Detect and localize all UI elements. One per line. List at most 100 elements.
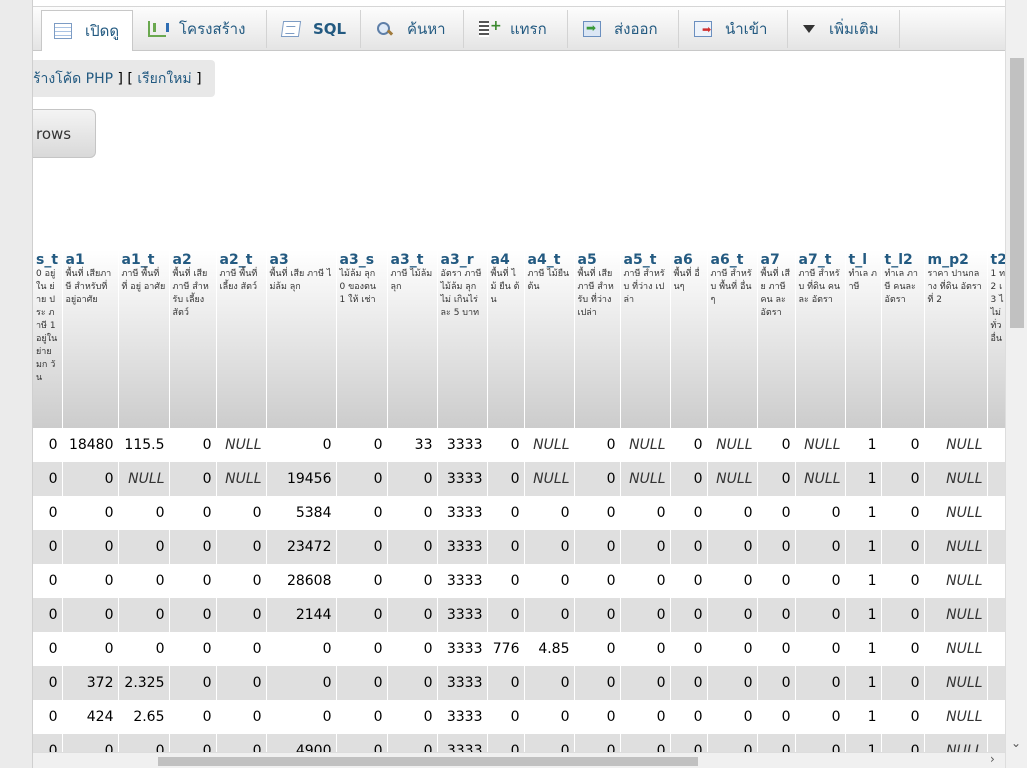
table-cell[interactable]: 0 (795, 632, 846, 666)
column-header[interactable]: a3 พื้นที่ เสีย ภาษี ไม่ล้ม ลุก (266, 250, 337, 428)
table-cell[interactable]: 3333 (437, 496, 488, 530)
table-cell[interactable]: NULL (924, 496, 988, 530)
column-name[interactable]: a4 (490, 252, 510, 268)
table-cell[interactable]: 0 (336, 496, 388, 530)
column-name[interactable]: a3 (269, 252, 289, 268)
table-cell[interactable]: 0 (33, 428, 63, 462)
table-cell[interactable]: 0 (216, 496, 267, 530)
table-cell[interactable]: 18480 (62, 428, 119, 462)
table-cell[interactable]: 0 (881, 632, 925, 666)
table-cell[interactable]: 0 (169, 598, 217, 632)
table-row[interactable]: 0 0 0 0 0 2144 0 0 3333 0 0 0 0 0 0 0 0 1 0 NULL (33, 598, 1011, 632)
column-header[interactable]: a5_t ภาษี สำหรับ ที่ว่าง เปล่า (620, 250, 671, 428)
table-cell[interactable]: NULL (924, 632, 988, 666)
table-cell[interactable]: 2144 (266, 598, 337, 632)
table-cell[interactable]: NULL (707, 462, 758, 496)
table-cell[interactable]: 0 (795, 564, 846, 598)
table-cell[interactable]: NULL (216, 428, 267, 462)
table-cell[interactable] (987, 598, 1011, 632)
table-cell[interactable]: 0 (670, 496, 708, 530)
column-header[interactable]: a5 พื้นที่ เสีย ภาษี สำหรับ ที่ว่าง เปล่า (574, 250, 621, 428)
table-cell[interactable]: 0 (620, 632, 671, 666)
table-cell[interactable]: 2.65 (118, 700, 170, 734)
column-name[interactable]: t_l2 (884, 252, 913, 268)
table-cell[interactable]: 0 (620, 666, 671, 700)
table-cell[interactable]: 0 (487, 700, 525, 734)
table-cell[interactable]: 0 (266, 666, 337, 700)
table-cell[interactable]: 33 (387, 428, 438, 462)
table-cell[interactable]: 0 (216, 666, 267, 700)
table-cell[interactable]: 0 (33, 598, 63, 632)
table-cell[interactable]: 0 (216, 564, 267, 598)
table-cell[interactable]: 28608 (266, 564, 337, 598)
table-cell[interactable]: 3333 (437, 564, 488, 598)
table-row[interactable]: 0 0 0 0 0 5384 0 0 3333 0 0 0 0 0 0 0 0 1 0 NULL (33, 496, 1011, 530)
table-cell[interactable]: 1 (845, 666, 882, 700)
column-header[interactable]: a4 พื้นที่ ไม้ ยืน ต้น (487, 250, 525, 428)
table-cell[interactable]: NULL (216, 462, 267, 496)
table-cell[interactable]: 0 (169, 428, 217, 462)
column-name[interactable]: a3_t (390, 252, 424, 268)
table-cell[interactable]: 0 (757, 632, 796, 666)
tab-structure[interactable]: โครงสร้าง (136, 10, 267, 48)
column-header[interactable]: t_l ทำเล ภาษี (845, 250, 882, 428)
table-cell[interactable]: NULL (524, 428, 575, 462)
column-header[interactable]: a2_t ภาษี พื้นที่ เลี้ยง สัตว์ (216, 250, 267, 428)
table-cell[interactable]: 0 (216, 598, 267, 632)
column-header[interactable]: a1_t ภาษี พื้นที่ ที่ อยู่ อาศัย (118, 250, 170, 428)
column-header[interactable]: a6_t ภาษี สำหรับ พื้นที่ อื่นๆ (707, 250, 758, 428)
table-cell[interactable]: 0 (266, 632, 337, 666)
table-cell[interactable]: 0 (33, 564, 63, 598)
table-cell[interactable]: 0 (336, 598, 388, 632)
table-cell[interactable]: 0 (33, 496, 63, 530)
table-cell[interactable]: 0 (795, 700, 846, 734)
table-row[interactable]: 0 18480 115.5 0 NULL 0 0 33 3333 0 NULL 0 NULL 0 NULL 0… (33, 428, 1011, 462)
refresh-link[interactable]: เรียกใหม่ (137, 70, 192, 87)
table-cell[interactable]: 0 (524, 530, 575, 564)
table-cell[interactable]: 0 (62, 530, 119, 564)
table-cell[interactable]: 0 (670, 564, 708, 598)
table-cell[interactable]: 0 (62, 564, 119, 598)
table-cell[interactable]: NULL (924, 428, 988, 462)
tab-browse[interactable]: เปิดดู (41, 10, 133, 51)
column-name[interactable]: a2 (172, 252, 192, 268)
table-cell[interactable]: 0 (707, 632, 758, 666)
table-cell[interactable]: 0 (881, 530, 925, 564)
table-cell[interactable]: 0 (881, 496, 925, 530)
table-cell[interactable]: NULL (924, 530, 988, 564)
table-row[interactable]: 0 372 2.325 0 0 0 0 0 3333 0 0 0 0 0 0 0 0 1 0 NULL (33, 666, 1011, 700)
table-cell[interactable] (987, 632, 1011, 666)
table-cell[interactable]: 0 (707, 666, 758, 700)
table-cell[interactable]: 0 (574, 632, 621, 666)
table-cell[interactable]: 0 (620, 564, 671, 598)
table-cell[interactable]: 1 (845, 496, 882, 530)
column-name[interactable]: m_p2 (927, 252, 969, 268)
column-header[interactable]: a3_s ไม้ล้ม ลุก 0 ของตน 1 ให้ เช่า (336, 250, 388, 428)
table-cell[interactable]: 0 (33, 462, 63, 496)
table-cell[interactable]: 0 (33, 700, 63, 734)
table-cell[interactable]: NULL (707, 428, 758, 462)
table-cell[interactable]: 0 (707, 496, 758, 530)
table-cell[interactable]: 0 (757, 530, 796, 564)
table-cell[interactable]: 0 (620, 530, 671, 564)
column-name[interactable]: a7_t (798, 252, 832, 268)
table-cell[interactable]: 0 (216, 700, 267, 734)
table-cell[interactable]: 0 (387, 496, 438, 530)
column-name[interactable]: s_t (36, 252, 59, 268)
table-cell[interactable]: 0 (707, 530, 758, 564)
tab-search[interactable]: ค้นหา (364, 10, 464, 48)
table-cell[interactable]: 776 (487, 632, 525, 666)
table-cell[interactable]: 0 (118, 598, 170, 632)
table-cell[interactable]: 0 (670, 428, 708, 462)
table-cell[interactable]: 0 (487, 496, 525, 530)
table-cell[interactable]: 0 (33, 530, 63, 564)
tab-export[interactable]: ส่งออก (571, 10, 679, 48)
table-cell[interactable]: 0 (881, 666, 925, 700)
table-cell[interactable]: 0 (387, 462, 438, 496)
table-cell[interactable] (987, 564, 1011, 598)
column-name[interactable]: a7 (760, 252, 780, 268)
chevron-down-icon[interactable]: ⌄ (1011, 736, 1022, 750)
table-cell[interactable]: 0 (169, 496, 217, 530)
table-cell[interactable]: 0 (33, 632, 63, 666)
table-cell[interactable]: 0 (757, 428, 796, 462)
